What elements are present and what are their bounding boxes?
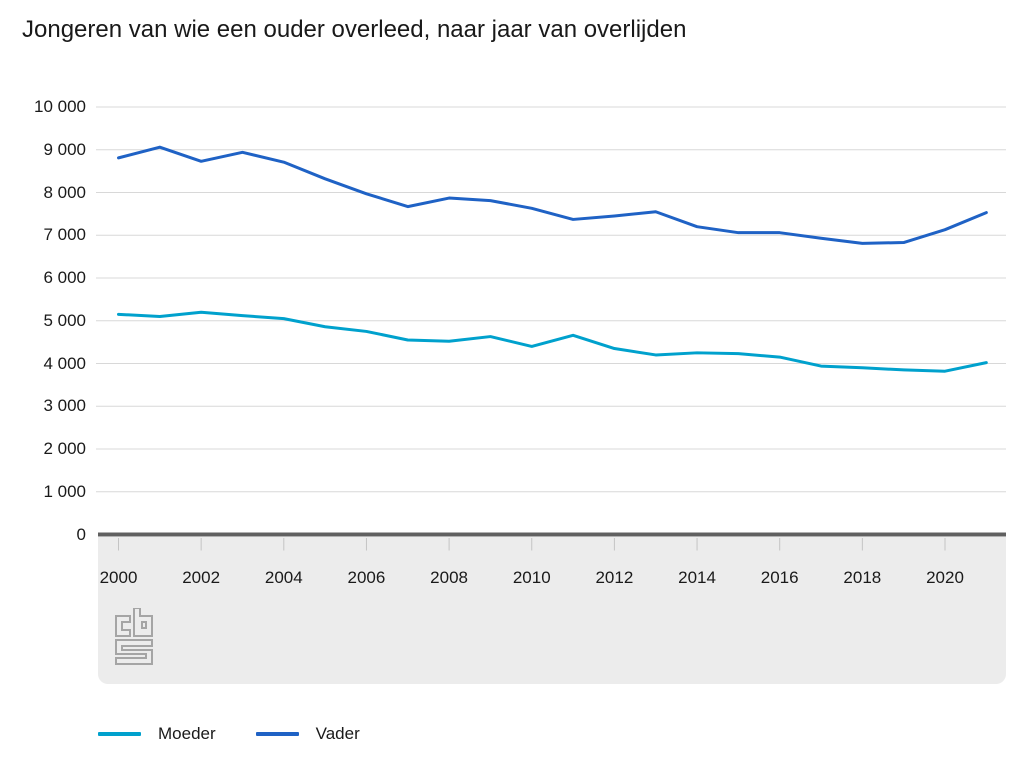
legend-item-moeder[interactable]: Moeder xyxy=(98,724,216,744)
x-axis-line xyxy=(98,532,1006,537)
y-axis-tick-label: 7 000 xyxy=(43,225,86,245)
series-line-moeder[interactable] xyxy=(117,310,988,373)
series-line-vader[interactable] xyxy=(117,145,988,245)
legend-label: Vader xyxy=(315,724,360,743)
x-axis-tick-label: 2012 xyxy=(595,568,634,587)
x-axis-tick-label: 2002 xyxy=(182,568,221,587)
y-axis-tick-label: 10 000 xyxy=(34,97,86,116)
x-axis-tick-label: 2018 xyxy=(843,568,882,587)
legend-swatch-moeder xyxy=(98,732,141,736)
legend: Moeder Vader xyxy=(98,721,360,747)
x-axis-tick-label: 2006 xyxy=(347,568,386,587)
x-axis-tick-label: 2010 xyxy=(512,568,551,587)
x-axis-tick-label: 2008 xyxy=(430,568,468,587)
legend-swatch-vader xyxy=(255,732,299,736)
y-axis-tick-label: 1 000 xyxy=(43,481,86,501)
y-axis-tick-label: 2 000 xyxy=(43,439,86,458)
y-axis-tick-label: 0 xyxy=(76,524,86,544)
legend-item-vader[interactable]: Vader xyxy=(255,724,360,744)
legend-label: Moeder xyxy=(158,724,216,743)
chart-title: Jongeren van wie een ouder overleed, naa… xyxy=(22,16,687,43)
x-axis-tick-label: 2016 xyxy=(760,568,799,587)
x-axis-band xyxy=(98,537,1006,684)
y-axis-tick-label: 3 000 xyxy=(43,396,86,416)
y-axis-tick-label: 8 000 xyxy=(43,182,86,202)
x-axis-tick-label: 2020 xyxy=(926,568,964,587)
x-axis-tick-label: 2014 xyxy=(678,568,716,587)
cbs-logo-icon xyxy=(115,608,153,665)
x-axis-tick-label: 2004 xyxy=(264,568,303,587)
x-axis-tick-label: 2000 xyxy=(99,568,138,587)
y-axis-tick-label: 6 000 xyxy=(43,268,86,287)
y-axis-tick-label: 4 000 xyxy=(43,353,86,373)
y-axis-tick-label: 9 000 xyxy=(43,139,86,159)
y-axis-tick-label: 5 000 xyxy=(43,310,86,330)
